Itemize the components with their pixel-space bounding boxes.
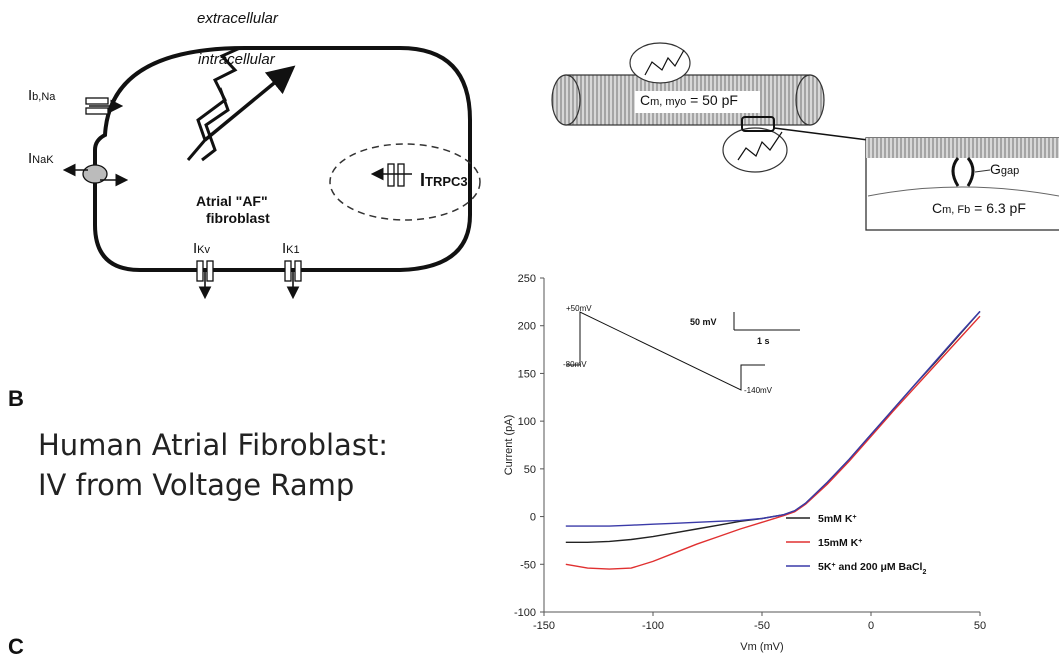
nak-pump: [62, 163, 129, 187]
ramp-protocol-inset: [567, 311, 800, 391]
current-label-ikv: IKv: [193, 240, 211, 257]
panel-label-b: B: [8, 386, 24, 411]
inset-scale-v: 50 mV: [690, 317, 717, 327]
current-label-itrpc3: ITRPC3: [420, 170, 468, 190]
trpc3-highlight: [329, 143, 481, 221]
current-label-ik1: IK1: [282, 240, 300, 257]
cm-fb-label: Cm, Fb = 6.3 pF: [932, 200, 1026, 216]
current-label-ib-na: Ib,Na: [28, 87, 56, 104]
zoom-connector-1: [773, 127, 869, 141]
y-tick-label: 0: [530, 512, 536, 524]
inset-v-end: -140mV: [744, 386, 773, 395]
cell-membrane: [93, 46, 472, 272]
k1-channel: [284, 260, 302, 300]
y-tick-label: 50: [524, 464, 536, 476]
y-tick-label: -100: [514, 607, 536, 619]
x-tick-label: -50: [754, 620, 770, 632]
y-tick-label: 150: [518, 368, 536, 380]
cell-title-line1: Atrial "AF": [196, 193, 268, 209]
fibroblast-top: [629, 42, 691, 84]
zoom-connector-2: [774, 131, 868, 225]
gap-junction-zoom: [865, 137, 1059, 231]
extracellular-label: extracellular: [197, 10, 278, 27]
inset-v-hold: -80mV: [563, 360, 587, 369]
y-axis-label: Current (pA): [503, 415, 515, 476]
g-gap-label: Ggap: [990, 161, 1020, 177]
fibroblast-bottom: [722, 116, 788, 173]
kv-channel: [196, 260, 214, 300]
intracellular-label: intracellular: [198, 51, 275, 68]
series-line-3: [565, 310, 981, 527]
panel-b-title-line1: Human Atrial Fibroblast:: [38, 428, 389, 462]
panel-b-title-line2: IV from Voltage Ramp: [38, 468, 355, 502]
y-tick-label: -50: [520, 559, 536, 571]
cell-title-line2: fibroblast: [206, 210, 270, 226]
stretch-symbol: [186, 46, 296, 162]
inset-scale-t: 1 s: [757, 336, 770, 346]
x-tick-label: -100: [642, 620, 664, 632]
trpc3-channel: [370, 163, 412, 187]
x-axis-label: Vm (mV): [740, 641, 783, 653]
x-tick-label: -150: [533, 620, 555, 632]
x-tick-label: 50: [974, 620, 986, 632]
x-tick-label: 0: [868, 620, 874, 632]
legend-label-2: 15mM K+: [818, 537, 862, 549]
cm-myo-label: Cm, myo = 50 pF: [640, 92, 738, 108]
y-tick-label: 100: [518, 416, 536, 428]
legend-label-3: 5K+ and 200 μM BaCl2: [818, 561, 926, 576]
y-tick-label: 250: [518, 273, 536, 285]
series-line-2: [565, 315, 981, 570]
legend-label-1: 5mM K+: [818, 513, 857, 525]
inset-v-start: +50mV: [566, 304, 592, 313]
y-tick-label: 200: [518, 321, 536, 333]
series-line-1: [565, 310, 981, 543]
panel-label-c: C: [8, 634, 24, 659]
current-label-inak: INaK: [28, 150, 54, 167]
ib-na-channel: [85, 97, 124, 115]
